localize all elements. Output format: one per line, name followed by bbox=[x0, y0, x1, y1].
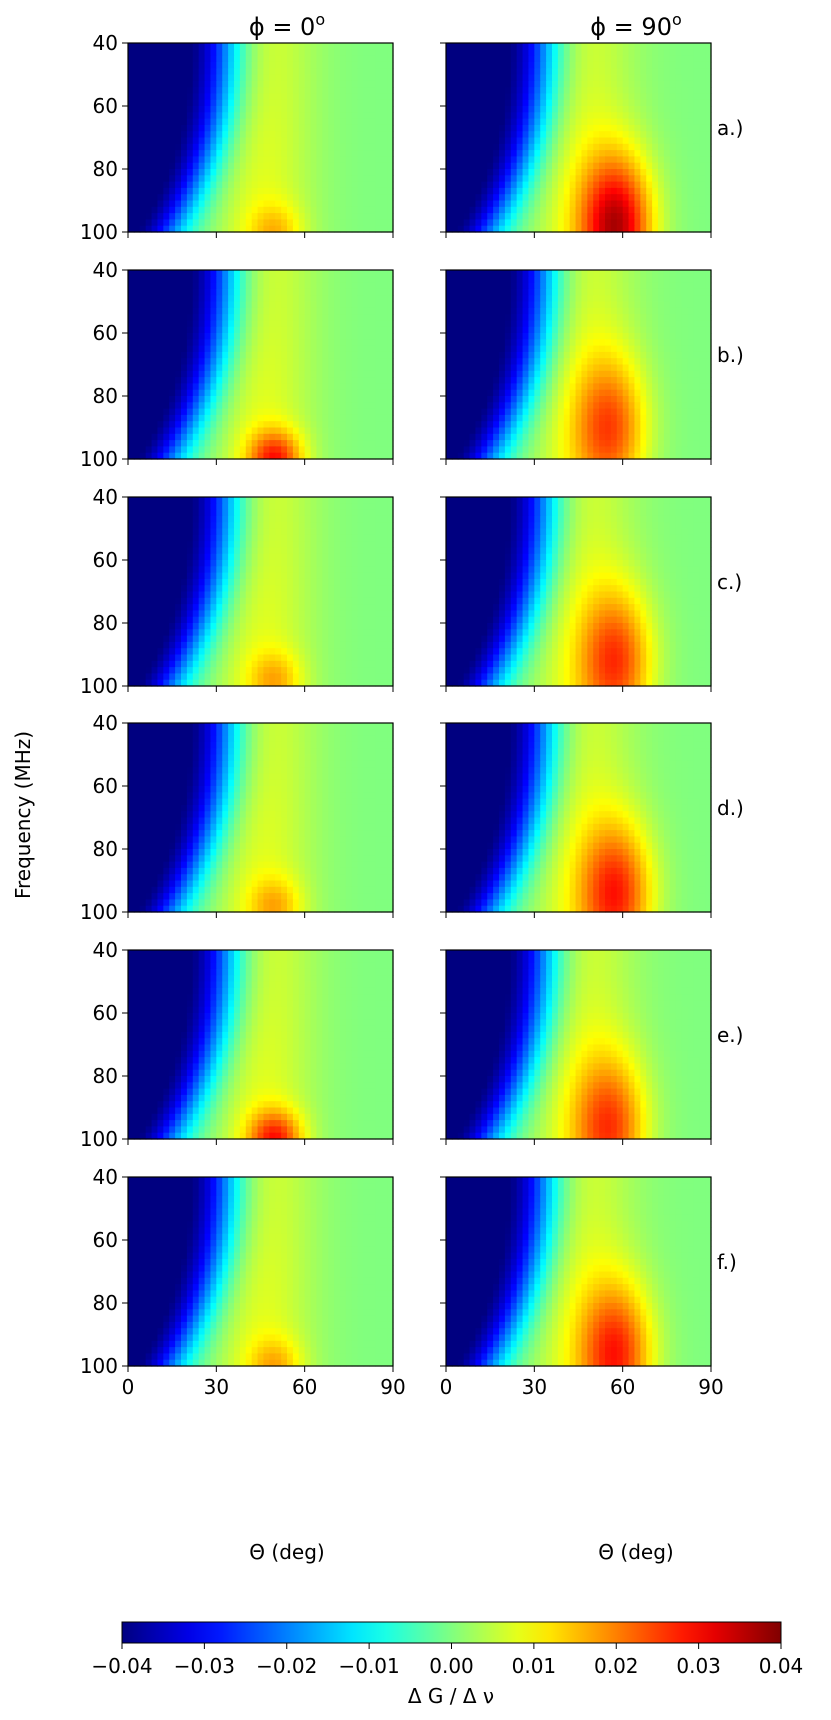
x-tick-label: 30 bbox=[522, 1375, 547, 1399]
panel-frame bbox=[445, 42, 712, 233]
y-tick-label: 40 bbox=[93, 938, 118, 962]
heatmap-panels: 40 60 80 100 a.) 40 60 80 100 b.) 40 60 80 100 c.) 40 60… bbox=[80, 31, 744, 1399]
y-tick-label: 60 bbox=[93, 774, 118, 798]
heatmap-panel-e-phi-90: e.) bbox=[440, 949, 743, 1145]
y-tick-label: 40 bbox=[93, 485, 118, 509]
row-label: a.) bbox=[717, 116, 743, 140]
x-tick-label: 60 bbox=[292, 1375, 317, 1399]
y-tick-label: 60 bbox=[93, 1228, 118, 1252]
panel-frame bbox=[127, 496, 394, 687]
y-tick-label: 100 bbox=[80, 447, 118, 471]
y-tick-label: 80 bbox=[93, 1064, 118, 1088]
heatmap-panel-b-phi-90: b.) bbox=[440, 269, 744, 465]
x-tick-label: 30 bbox=[204, 1375, 229, 1399]
y-tick-label: 100 bbox=[80, 900, 118, 924]
y-tick-label: 100 bbox=[80, 674, 118, 698]
panel-frame bbox=[445, 269, 712, 460]
heatmap-panel-f-phi-0: 0 30 60 90 40 60 80 100 bbox=[80, 1165, 406, 1399]
panel-frame bbox=[127, 269, 394, 460]
panel-frame bbox=[127, 1176, 394, 1367]
heatmap-panel-a-phi-0: 40 60 80 100 bbox=[80, 31, 394, 244]
heatmap-panel-a-phi-90: a.) bbox=[440, 42, 743, 238]
y-tick-label: 60 bbox=[93, 548, 118, 572]
row-label: d.) bbox=[717, 796, 744, 820]
heatmap-panel-c-phi-90: c.) bbox=[440, 496, 742, 692]
column-title-phi-90: ϕ = 90o bbox=[590, 10, 682, 41]
y-tick-label: 40 bbox=[93, 711, 118, 735]
x-tick-label: 90 bbox=[380, 1375, 405, 1399]
y-tick-label: 80 bbox=[93, 157, 118, 181]
heatmap-panel-c-phi-0: 40 60 80 100 bbox=[80, 485, 394, 698]
colorbar-tick-label: −0.04 bbox=[91, 1654, 152, 1678]
colorbar-tick-label: −0.03 bbox=[174, 1654, 235, 1678]
y-tick-label: 80 bbox=[93, 384, 118, 408]
x-tick-label: 0 bbox=[440, 1375, 453, 1399]
y-tick-label: 40 bbox=[93, 31, 118, 55]
y-tick-label: 60 bbox=[93, 321, 118, 345]
x-tick-label: 60 bbox=[610, 1375, 635, 1399]
y-axis-label: Frequency (MHz) bbox=[11, 731, 35, 899]
colorbar-tick-label: 0.02 bbox=[594, 1654, 639, 1678]
colorbar bbox=[121, 1621, 782, 1644]
colorbar-tick-label: −0.01 bbox=[338, 1654, 399, 1678]
y-tick-label: 100 bbox=[80, 1354, 118, 1378]
colorbar-tick-label: 0.01 bbox=[512, 1654, 557, 1678]
y-tick-label: 40 bbox=[93, 1165, 118, 1189]
row-label: e.) bbox=[717, 1023, 743, 1047]
heatmap-panel-b-phi-0: 40 60 80 100 bbox=[80, 258, 394, 471]
colorbar-tick-label: 0.00 bbox=[429, 1654, 474, 1678]
heatmap-panel-f-phi-90: 0 30 60 90 f.) bbox=[440, 1176, 737, 1399]
y-tick-label: 80 bbox=[93, 1291, 118, 1315]
colorbar-tick-label: 0.03 bbox=[676, 1654, 721, 1678]
column-title-phi-0: ϕ = 0o bbox=[249, 10, 325, 41]
heatmap-panel-e-phi-0: 40 60 80 100 bbox=[80, 938, 394, 1151]
row-label: f.) bbox=[717, 1250, 737, 1274]
y-tick-label: 80 bbox=[93, 611, 118, 635]
panel-frame bbox=[445, 722, 712, 913]
x-tick-label: 0 bbox=[122, 1375, 135, 1399]
y-tick-label: 60 bbox=[93, 1001, 118, 1025]
colorbar-tick-label: 0.04 bbox=[759, 1654, 804, 1678]
panel-frame bbox=[127, 42, 394, 233]
colorbar-tick-label: −0.02 bbox=[256, 1654, 317, 1678]
panel-frame bbox=[127, 722, 394, 913]
heatmap-panel-d-phi-90: d.) bbox=[440, 722, 744, 918]
x-axis-label-left: Θ (deg) bbox=[249, 1540, 324, 1564]
panel-frame bbox=[445, 496, 712, 687]
y-tick-label: 80 bbox=[93, 837, 118, 861]
y-tick-label: 100 bbox=[80, 1127, 118, 1151]
panel-frame bbox=[445, 949, 712, 1140]
row-label: c.) bbox=[717, 570, 742, 594]
panel-frame bbox=[127, 949, 394, 1140]
x-axis-label-right: Θ (deg) bbox=[598, 1540, 673, 1564]
row-label: b.) bbox=[717, 343, 744, 367]
heatmap-panel-d-phi-0: 40 60 80 100 bbox=[80, 711, 394, 924]
colorbar-ticks: −0.04 −0.03 −0.02 −0.01 0.00 0.01 0.02 0.03 0.04 bbox=[91, 1643, 803, 1678]
panel-frame bbox=[445, 1176, 712, 1367]
colorbar-label: Δ G / Δ ν bbox=[408, 1684, 494, 1708]
y-tick-label: 40 bbox=[93, 258, 118, 282]
x-tick-label: 90 bbox=[698, 1375, 723, 1399]
y-tick-label: 60 bbox=[93, 94, 118, 118]
y-tick-label: 100 bbox=[80, 220, 118, 244]
